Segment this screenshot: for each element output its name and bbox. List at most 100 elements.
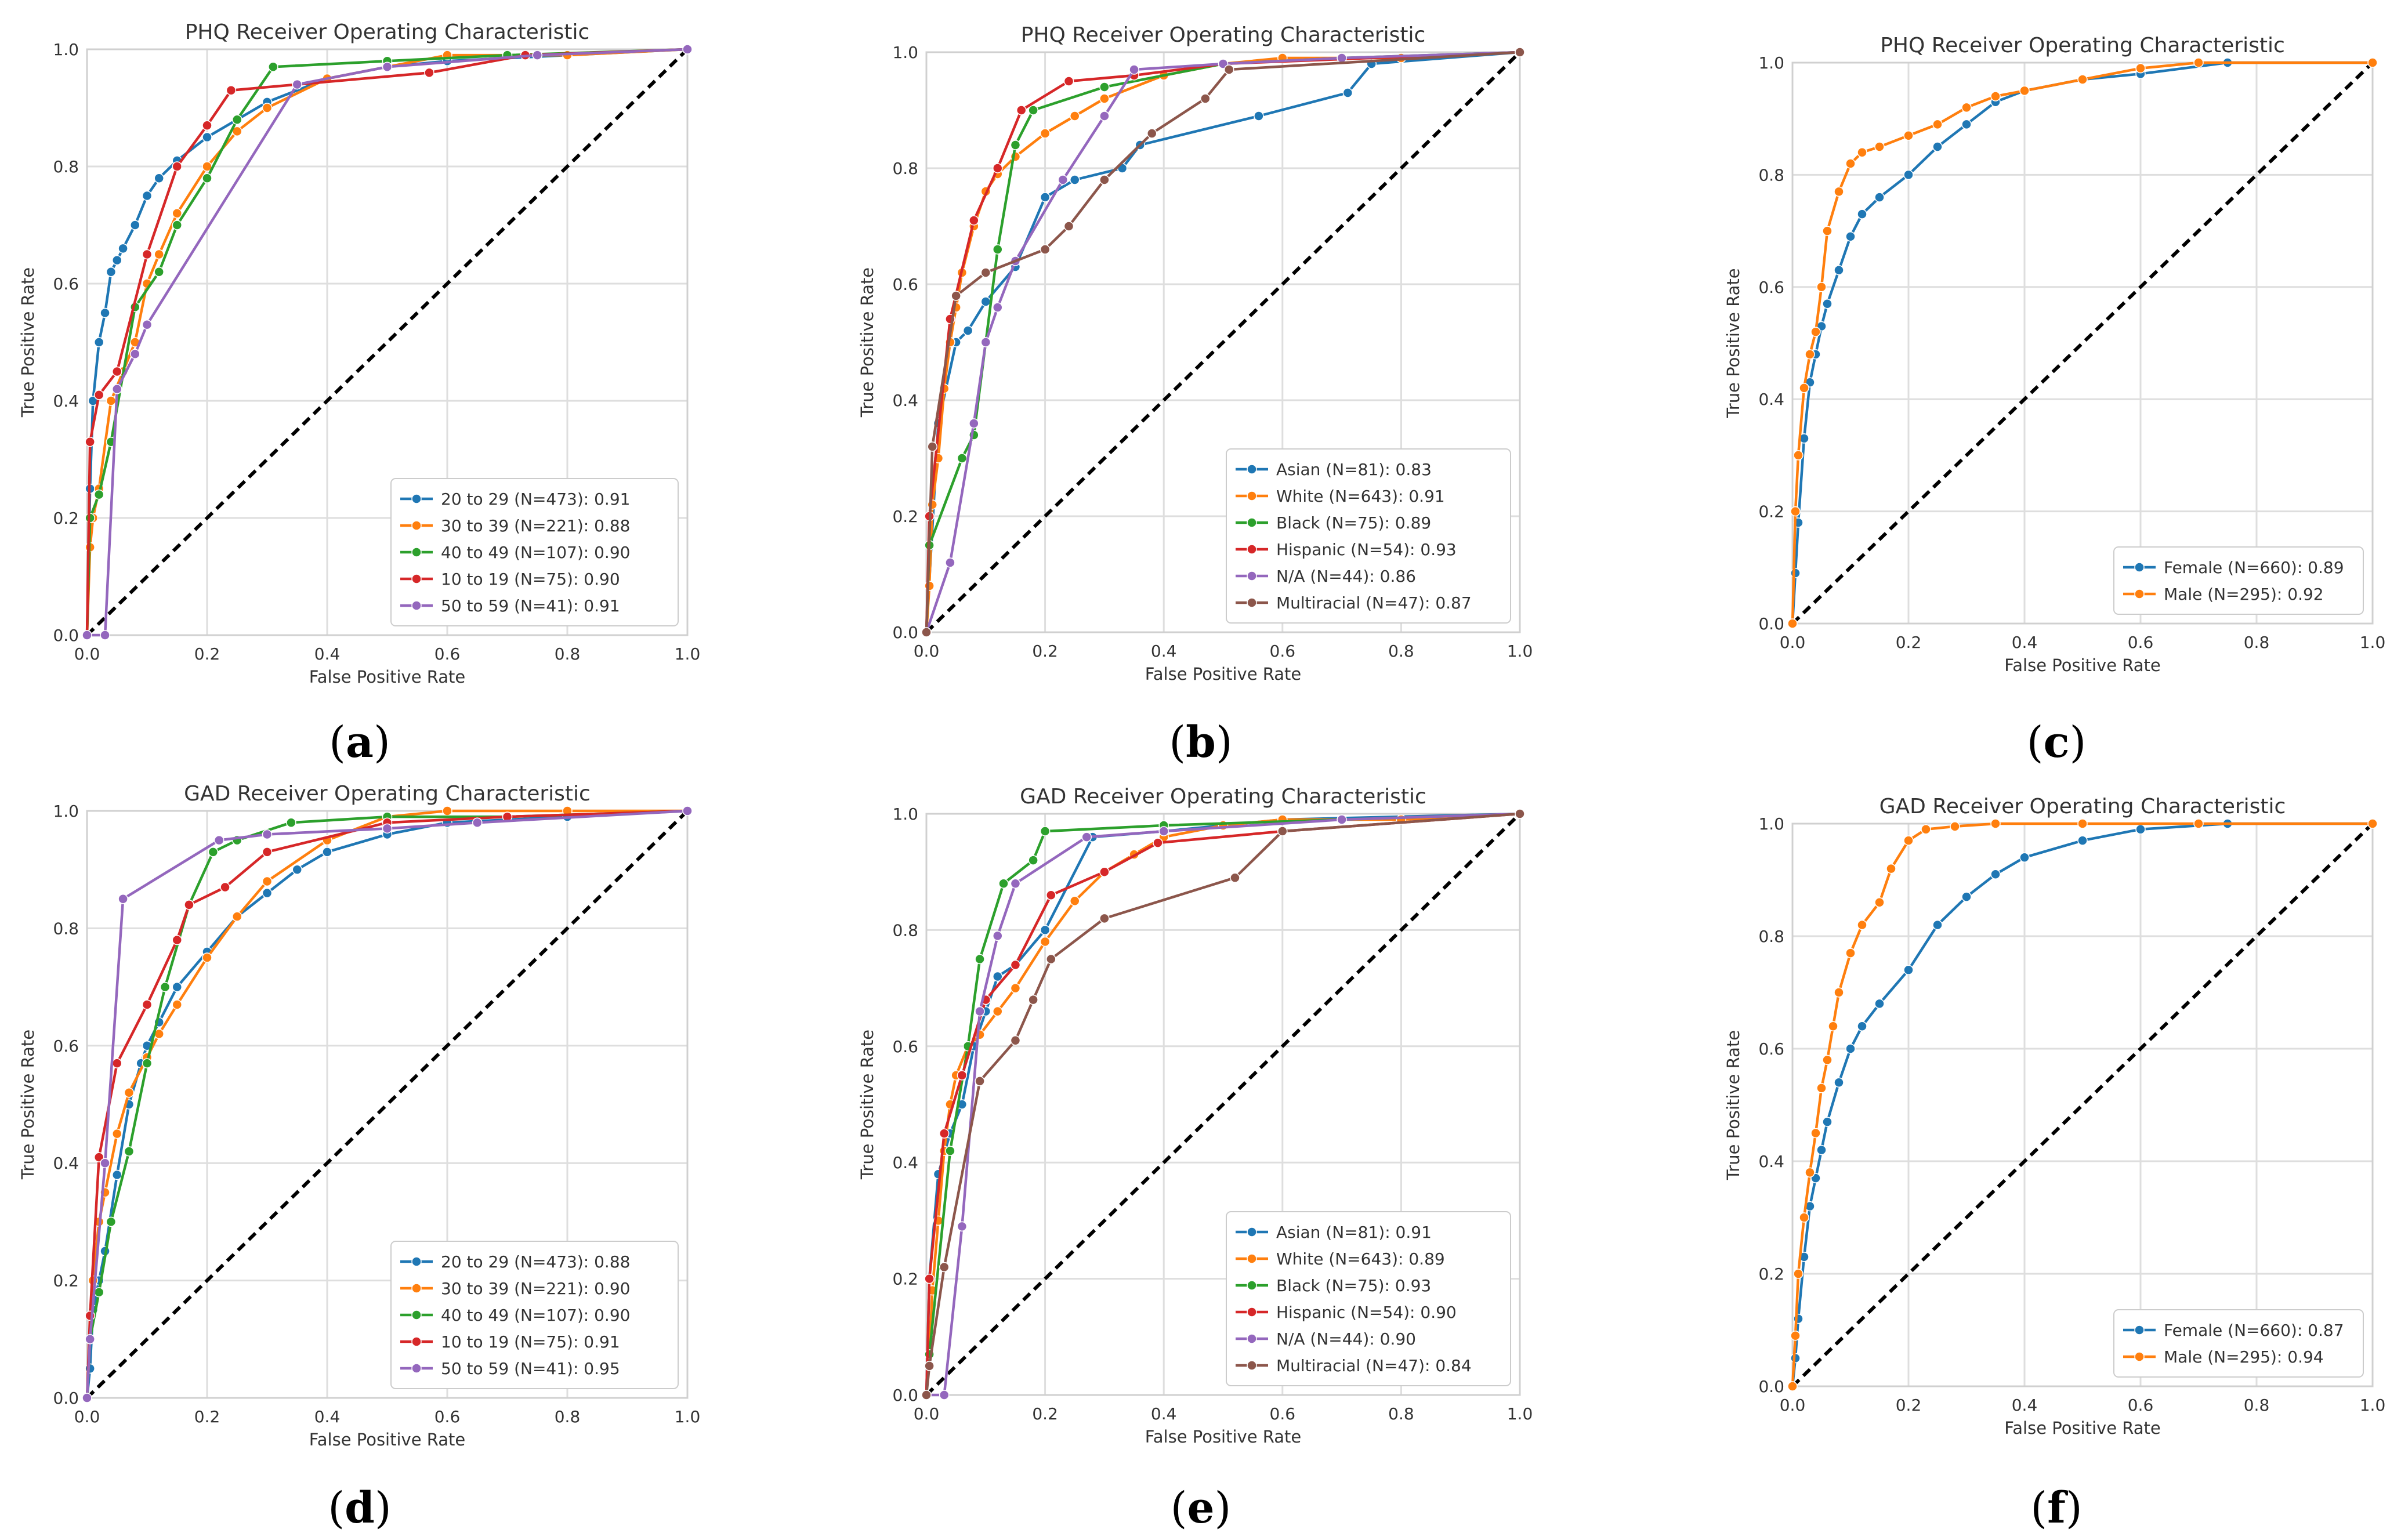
roc-point [322,847,332,857]
chart-title: GAD Receiver Operating Characteristic [1879,795,2286,818]
x-tick-label: 1.0 [2360,1396,2386,1415]
legend-swatch-marker [2134,1351,2145,1362]
roc-point [1822,1055,1833,1066]
legend-entry: Female (N=660): 0.89 [2164,558,2344,577]
roc-point [1099,111,1110,121]
roc-series-6 [921,809,1525,1400]
x-tick-label: 0.8 [555,644,581,664]
roc-point [142,999,153,1010]
roc-point [1099,82,1110,92]
legend-entry: 30 to 39 (N=221): 0.90 [441,1279,630,1298]
roc-point [286,817,296,828]
x-tick-label: 0.6 [2128,1396,2154,1415]
roc-point [220,882,230,893]
y-tick-label: 0.2 [1758,502,1784,521]
roc-point [1200,93,1211,104]
roc-point [93,1152,104,1162]
y-tick-label: 0.6 [1758,278,1784,297]
roc-point [154,249,164,260]
roc-point [382,61,393,73]
roc-series-1 [1787,818,2378,1392]
roc-point [106,396,117,406]
roc-point [1845,158,1856,169]
roc-point [1822,226,1833,236]
roc-panel-4: 0.00.0 0.2 0.2 0.4 0.4 0.6 0.6 0.8 0.8 1.0 1.0 GAD … [18,782,700,1533]
roc-point [1040,826,1051,836]
roc-series-5 [82,44,693,640]
roc-point [1857,147,1867,158]
legend-swatch-marker [411,547,422,557]
roc-point [2077,818,2088,829]
y-axis-label: True Positive Rate [1723,268,1743,418]
roc-point [1046,954,1056,965]
roc-point [118,243,128,254]
plot-frame [1791,61,2374,625]
roc-point [1834,987,1844,998]
x-tick-label: 0.0 [1780,633,1806,652]
roc-point [1790,568,1801,578]
legend-entry: 20 to 29 (N=473): 0.91 [441,490,630,509]
roc-point [226,85,237,96]
roc-point [1874,998,1885,1009]
roc-panel-5: 0.00.0 0.2 0.2 0.4 0.4 0.6 0.6 0.8 0.8 1.0 1.0 GAD … [857,785,1533,1533]
y-tick-label: 1.0 [53,40,79,59]
legend-swatch-marker [1247,544,1257,555]
y-tick-label: 0.0 [53,626,79,645]
roc-point [1793,450,1804,461]
roc-point [292,79,302,90]
roc-point [232,911,242,922]
roc-point [1787,1381,1798,1392]
roc-point [160,981,171,992]
x-tick-label: 0.4 [1151,1404,1177,1423]
roc-point [1342,88,1353,98]
roc-point [124,1146,135,1157]
roc-point [1070,896,1080,907]
roc-point [172,934,182,945]
legend-entry: 10 to 19 (N=75): 0.90 [441,570,620,589]
roc-point [1874,142,1885,152]
chance-diagonal [85,48,689,637]
plot-frame [925,813,1521,1396]
roc-point [106,1216,117,1227]
roc-point [442,806,452,816]
legend-entry: Male (N=295): 0.92 [2164,585,2324,604]
roc-point [993,930,1003,941]
x-tick-label: 0.0 [914,642,940,661]
roc-point [93,390,104,400]
roc-point [1028,105,1038,115]
y-tick-label: 0.4 [1758,1152,1784,1171]
roc-point [112,1058,122,1068]
x-tick-label: 0.6 [1270,1404,1296,1423]
x-tick-label: 1.0 [2360,633,2386,652]
roc-point [112,366,122,377]
legend-swatch-marker [2134,562,2145,572]
roc-panel-3: 0.00.0 0.2 0.2 0.4 0.4 0.6 0.6 0.8 0.8 1.0 1.0 PHQ … [1723,34,2385,767]
y-tick-label: 0.6 [53,274,79,293]
x-tick-label: 0.8 [2244,633,2270,652]
roc-point [268,61,278,73]
roc-point [532,50,542,60]
roc-point [957,1221,968,1232]
roc-point [2135,63,2146,74]
roc-point [2077,835,2088,846]
roc-point [208,847,219,857]
roc-point [957,1070,968,1081]
roc-point [1793,1269,1804,1279]
roc-point [142,319,153,330]
roc-point [82,630,92,640]
x-axis-label: False Positive Rate [2004,655,2161,675]
roc-point [998,878,1009,889]
roc-point [1932,142,1943,152]
roc-point [1816,1144,1827,1155]
roc-point [1063,221,1074,231]
y-tick-label: 0.8 [53,157,79,176]
legend-entry: 20 to 29 (N=473): 0.88 [441,1252,630,1271]
roc-point [1129,64,1139,75]
roc-point [975,1006,985,1017]
roc-point [2367,57,2378,68]
roc-point [202,952,212,963]
legend-swatch-marker [411,1363,422,1374]
roc-point [939,1128,950,1139]
roc-point [682,44,693,55]
roc-point [962,325,973,336]
